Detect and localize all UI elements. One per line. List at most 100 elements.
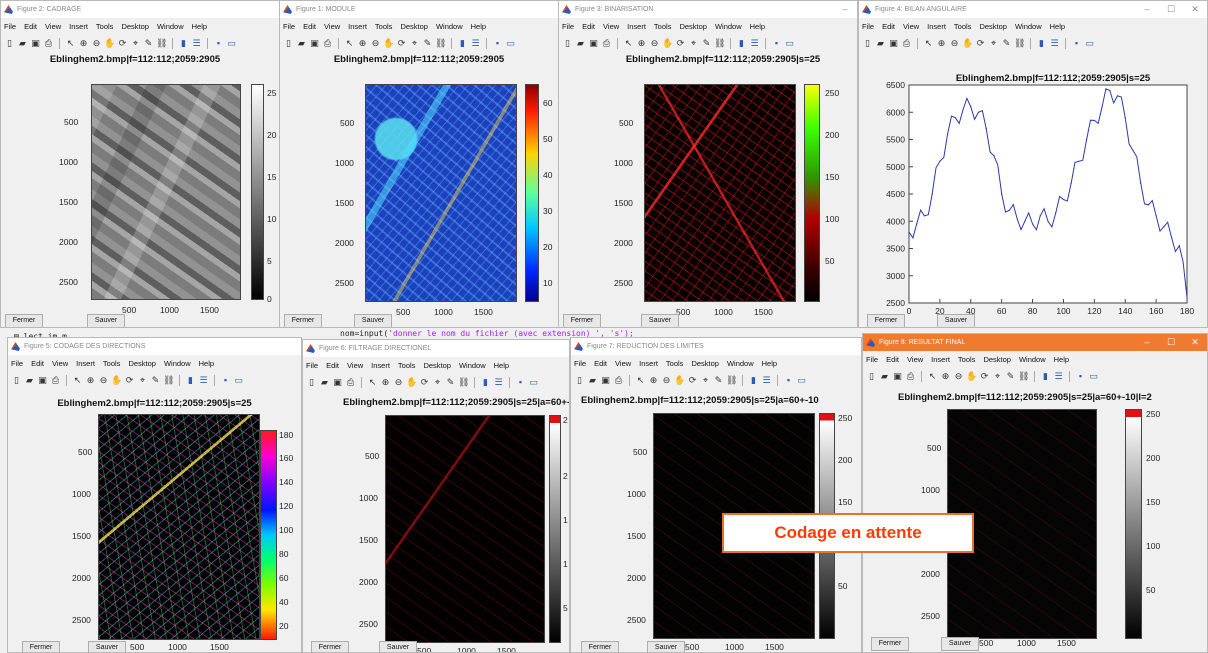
zoom-out-icon[interactable]: ⊖ xyxy=(92,37,101,48)
menu-view[interactable]: View xyxy=(903,21,920,31)
new-figure-icon[interactable]: ▯ xyxy=(865,37,870,48)
pan-icon[interactable]: ✋ xyxy=(383,37,395,48)
menu-window[interactable]: Window xyxy=(458,360,486,370)
new-figure-icon[interactable]: ▯ xyxy=(14,374,19,385)
title-bar[interactable]: Figure 4: BILAN ANGULAIRE – ☐ ✕ xyxy=(859,1,1207,18)
menu-tools[interactable]: Tools xyxy=(665,358,684,368)
menu-window[interactable]: Window xyxy=(1018,354,1046,364)
figure-window-reduction-limites[interactable]: Figure 7: REDUCTION DES LIMITES File Edit… xyxy=(570,337,862,653)
link-icon[interactable]: ⛓ xyxy=(1014,37,1026,48)
colorbar-icon[interactable]: ▮ xyxy=(460,37,465,48)
save-icon[interactable]: ▣ xyxy=(601,374,610,385)
zoom-out-icon[interactable]: ⊖ xyxy=(394,376,403,387)
pan-icon[interactable]: ✋ xyxy=(962,37,974,48)
menu-desktop[interactable]: Desktop xyxy=(691,358,719,368)
menu-tools[interactable]: Tools xyxy=(95,21,114,31)
pointer-icon[interactable]: ↖ xyxy=(624,37,633,48)
figure-window-resultat-final[interactable]: Figure 8: RESULTAT FINAL – ☐ ✕ File Edit Vie… xyxy=(862,333,1208,653)
print-icon[interactable]: ⎙ xyxy=(906,370,915,381)
figure-window-binarisation[interactable]: Figure 3: BINARISATION – File Edit View Ins… xyxy=(558,0,858,328)
colorbar-icon[interactable]: ▮ xyxy=(188,374,193,385)
menu-insert[interactable]: Insert xyxy=(639,358,658,368)
rotate-icon[interactable]: ⟳ xyxy=(688,374,697,385)
figure-window-codage-directions[interactable]: Figure 5: CODAGE DES DIRECTIONS File Edit… xyxy=(7,337,302,653)
sauver-button[interactable]: Sauver xyxy=(937,314,975,327)
hide-tools-icon[interactable]: ▪ xyxy=(1074,37,1079,48)
sauver-button[interactable]: Sauver xyxy=(941,637,979,651)
rotate-icon[interactable]: ⟳ xyxy=(397,37,406,48)
rotate-icon[interactable]: ⟳ xyxy=(118,37,127,48)
menu-file[interactable]: File xyxy=(306,360,319,370)
zoom-out-icon[interactable]: ⊖ xyxy=(950,37,959,48)
print-icon[interactable]: ⎙ xyxy=(51,374,60,385)
menu-edit[interactable]: Edit xyxy=(303,21,317,31)
colorbar-icon[interactable]: ▮ xyxy=(1039,37,1044,48)
dock-icon[interactable]: ▭ xyxy=(227,37,236,48)
legend-icon[interactable]: ☰ xyxy=(1050,37,1059,48)
menu-desktop[interactable]: Desktop xyxy=(679,21,707,31)
zoom-out-icon[interactable]: ⊖ xyxy=(662,374,671,385)
dock-icon[interactable]: ▭ xyxy=(797,374,806,385)
legend-icon[interactable]: ☰ xyxy=(192,37,201,48)
pointer-icon[interactable]: ↖ xyxy=(636,374,645,385)
title-bar[interactable]: Figure 1: MODULE xyxy=(280,1,558,18)
menu-view[interactable]: View xyxy=(45,21,62,31)
menu-view[interactable]: View xyxy=(52,358,69,368)
zoom-in-icon[interactable]: ⊕ xyxy=(86,374,95,385)
print-icon[interactable]: ⎙ xyxy=(346,376,355,387)
sauver-button[interactable]: Sauver xyxy=(647,641,685,652)
menu-file[interactable]: File xyxy=(866,354,879,364)
close-icon[interactable]: ✕ xyxy=(1191,4,1199,14)
dock-icon[interactable]: ▭ xyxy=(1089,370,1098,381)
zoom-in-icon[interactable]: ⊕ xyxy=(381,376,390,387)
legend-icon[interactable]: ☰ xyxy=(1054,370,1063,381)
menu-desktop[interactable]: Desktop xyxy=(979,21,1007,31)
menu-edit[interactable]: Edit xyxy=(31,358,45,368)
link-icon[interactable]: ⛓ xyxy=(163,374,175,385)
rotate-icon[interactable]: ⟳ xyxy=(980,370,989,381)
rotate-icon[interactable]: ⟳ xyxy=(125,374,134,385)
fermer-button[interactable]: Fermer xyxy=(867,314,905,327)
sauver-button[interactable]: Sauver xyxy=(88,641,126,652)
save-icon[interactable]: ▣ xyxy=(310,37,319,48)
menu-insert[interactable]: Insert xyxy=(627,21,646,31)
minimize-icon[interactable]: – xyxy=(1144,337,1150,347)
pointer-icon[interactable]: ↖ xyxy=(368,376,377,387)
menu-help[interactable]: Help xyxy=(191,21,208,31)
menu-help[interactable]: Help xyxy=(198,358,215,368)
brush-icon[interactable]: ✎ xyxy=(1006,370,1015,381)
minimize-icon[interactable]: – xyxy=(842,4,848,14)
brush-icon[interactable]: ✎ xyxy=(144,37,153,48)
fermer-button[interactable]: Fermer xyxy=(311,641,349,652)
open-icon[interactable]: ▰ xyxy=(589,374,596,385)
menu-window[interactable]: Window xyxy=(156,21,184,31)
menu-tools[interactable]: Tools xyxy=(957,354,976,364)
menu-help[interactable]: Help xyxy=(470,21,487,31)
dock-icon[interactable]: ▭ xyxy=(785,37,794,48)
new-figure-icon[interactable]: ▯ xyxy=(565,37,570,48)
legend-icon[interactable]: ☰ xyxy=(199,374,208,385)
data-cursor-icon[interactable]: ⌖ xyxy=(411,37,418,48)
menu-file[interactable]: File xyxy=(4,21,17,31)
hide-tools-icon[interactable]: ▪ xyxy=(774,37,779,48)
link-icon[interactable]: ⛓ xyxy=(435,37,447,48)
menu-insert[interactable]: Insert xyxy=(931,354,950,364)
pan-icon[interactable]: ✋ xyxy=(111,374,123,385)
menu-file[interactable]: File xyxy=(11,358,24,368)
save-icon[interactable]: ▣ xyxy=(333,376,342,387)
title-bar[interactable]: Figure 8: RESULTAT FINAL – ☐ ✕ xyxy=(863,334,1207,351)
dock-icon[interactable]: ▭ xyxy=(1085,37,1094,48)
save-icon[interactable]: ▣ xyxy=(893,370,902,381)
fermer-button[interactable]: Fermer xyxy=(22,641,60,652)
legend-icon[interactable]: ☰ xyxy=(750,37,759,48)
open-icon[interactable]: ▰ xyxy=(577,37,584,48)
colorbar-icon[interactable]: ▮ xyxy=(483,376,488,387)
new-figure-icon[interactable]: ▯ xyxy=(869,370,874,381)
menu-window[interactable]: Window xyxy=(163,358,191,368)
menu-edit[interactable]: Edit xyxy=(24,21,38,31)
brush-icon[interactable]: ✎ xyxy=(702,37,711,48)
link-icon[interactable]: ⛓ xyxy=(714,37,726,48)
zoom-in-icon[interactable]: ⊕ xyxy=(637,37,646,48)
colorbar-icon[interactable]: ▮ xyxy=(181,37,186,48)
menu-help[interactable]: Help xyxy=(1053,354,1070,364)
